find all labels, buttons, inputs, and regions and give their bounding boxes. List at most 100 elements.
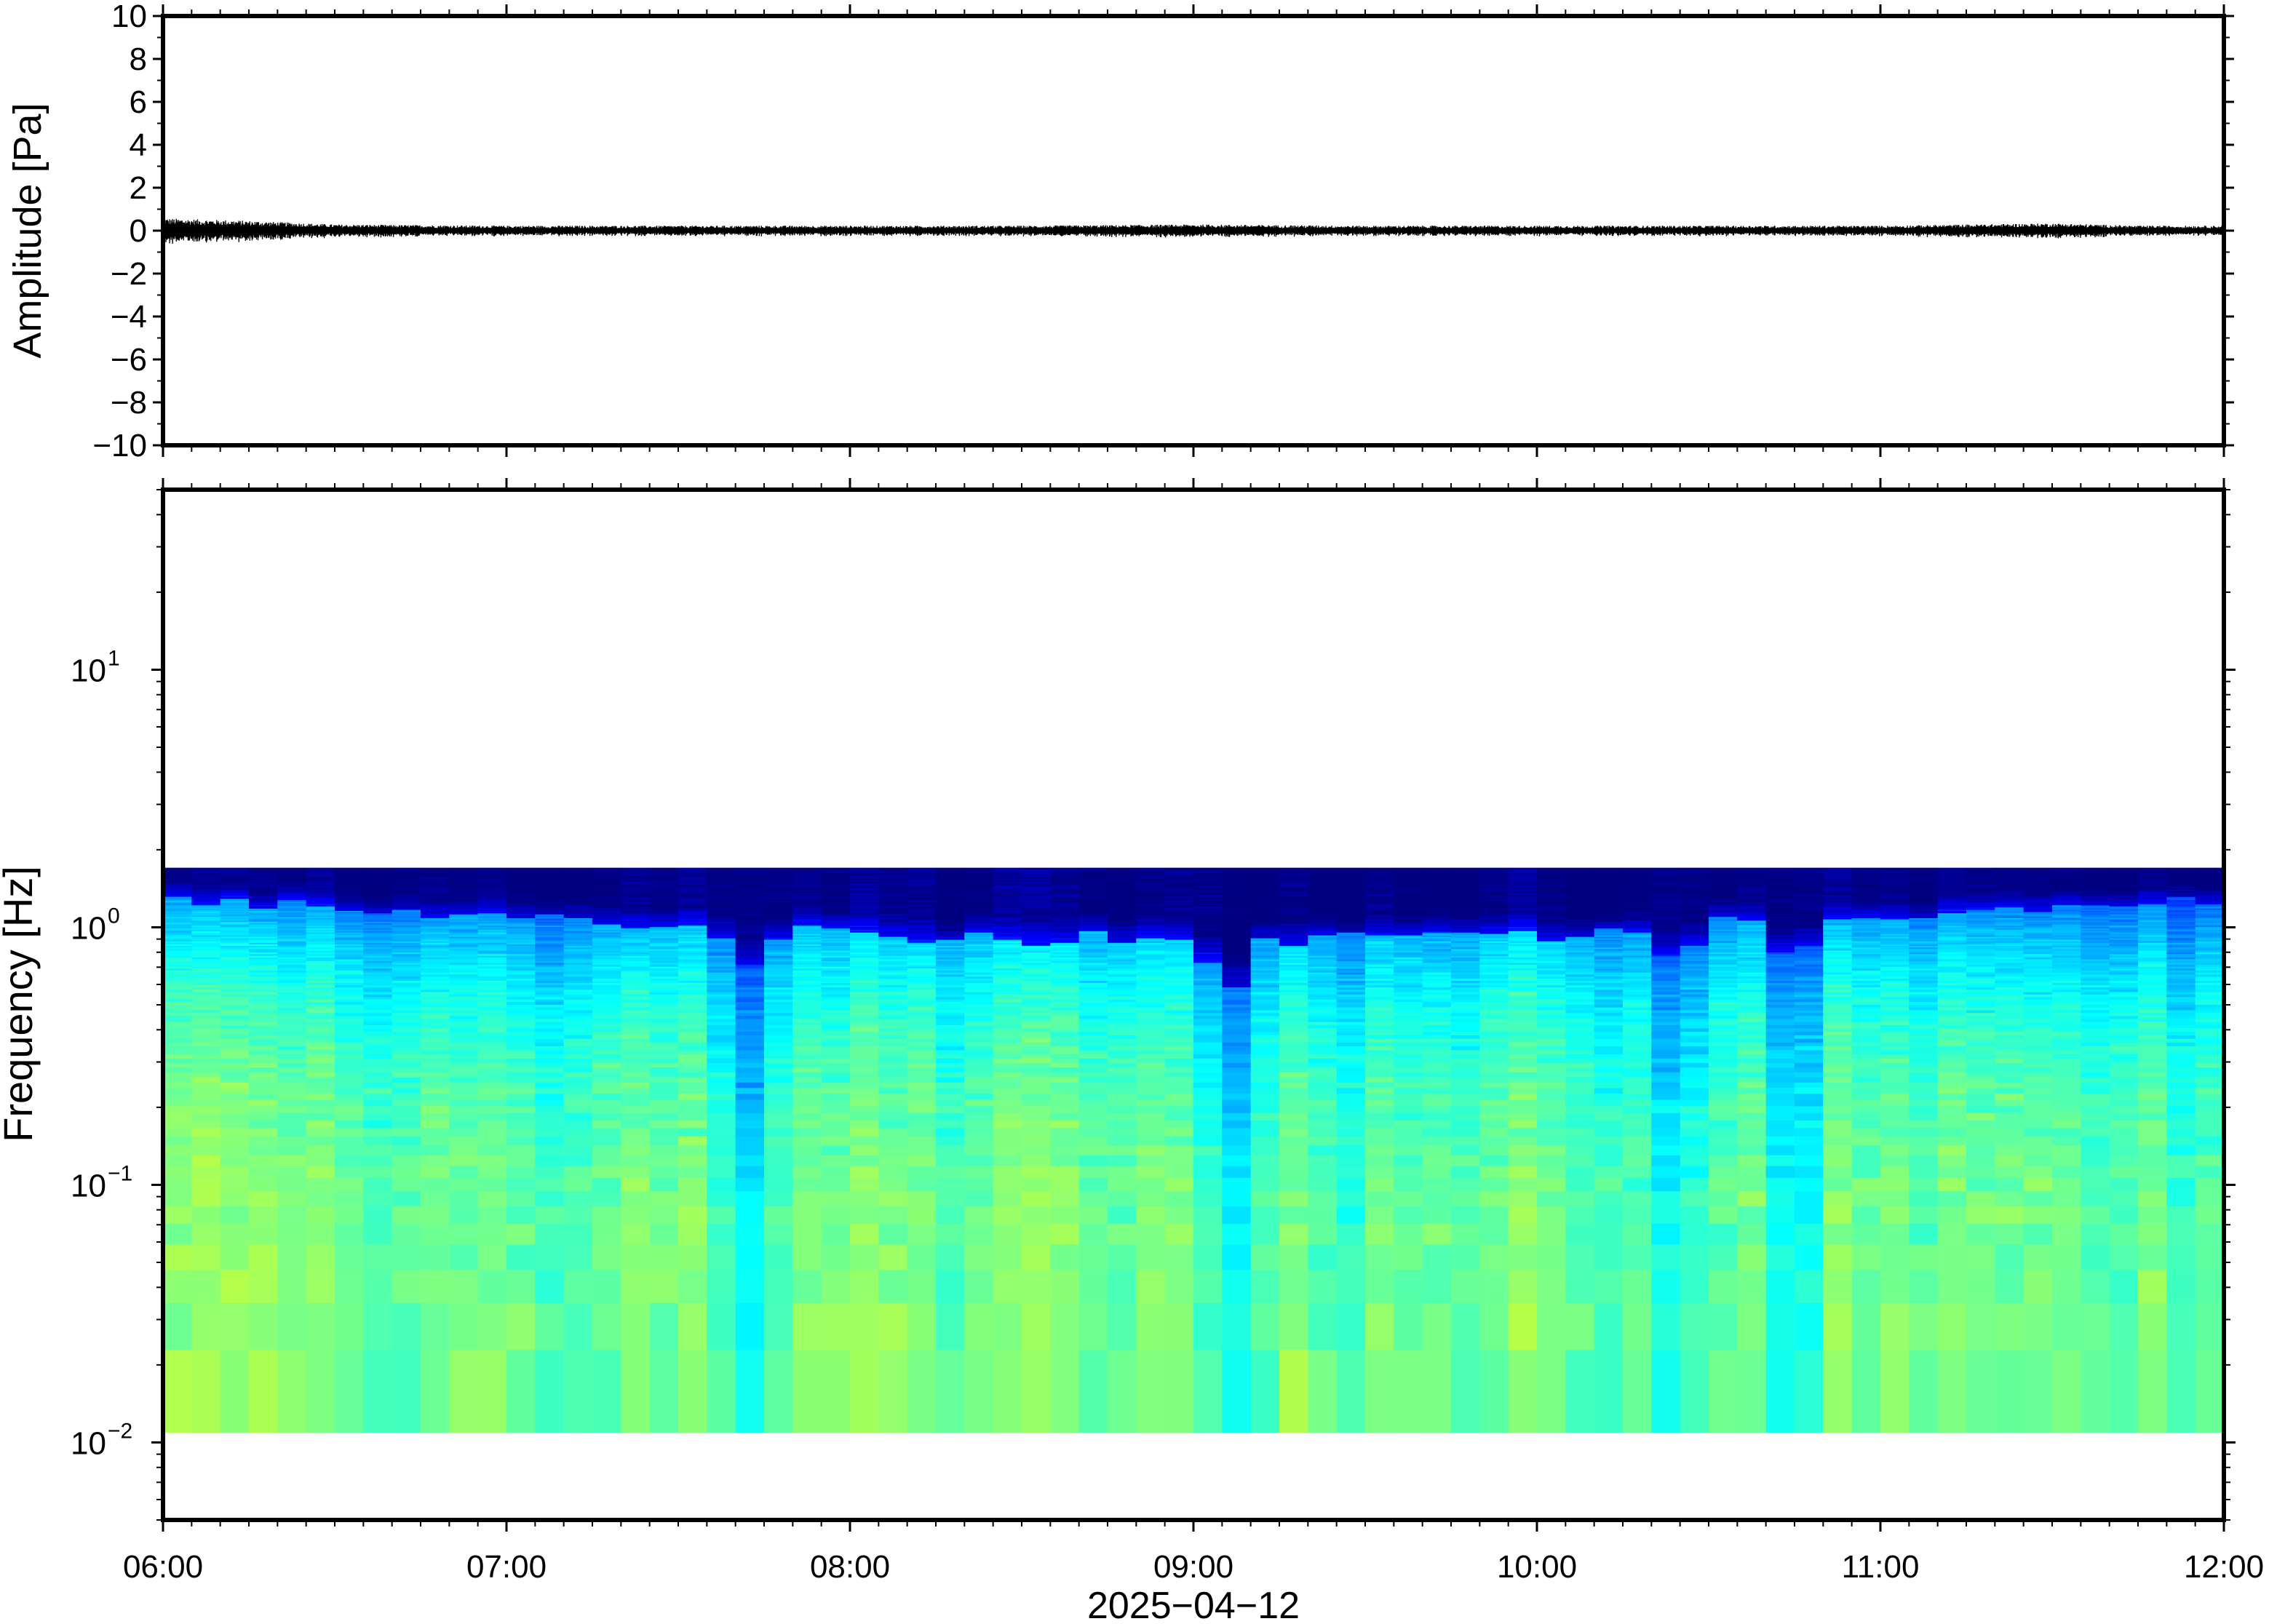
- spectrogram-cell: [621, 873, 651, 875]
- spectrogram-cell: [735, 1027, 765, 1032]
- spectrogram-cell: [363, 1062, 393, 1068]
- spectrogram-cell: [335, 984, 365, 988]
- spectrogram-cell: [421, 998, 450, 1003]
- spectrogram-cell: [249, 899, 279, 901]
- spectrogram-cell: [563, 1027, 593, 1032]
- spectrogram-cell: [678, 883, 708, 885]
- spectrogram-cell: [563, 944, 593, 947]
- spectrogram-cell: [163, 871, 193, 872]
- spectrogram-cell: [649, 1004, 679, 1008]
- spectrogram-cell: [335, 948, 365, 951]
- spectrogram-cell: [735, 1006, 765, 1011]
- spectrogram-cell: [449, 928, 479, 930]
- spectrogram-cell: [220, 948, 250, 951]
- spectrogram-cell: [421, 1076, 450, 1083]
- spectrogram-cell: [392, 901, 421, 904]
- spectrogram-cell: [163, 1058, 193, 1063]
- spectrogram-cell: [477, 980, 507, 983]
- spectrogram-cell: [592, 982, 622, 985]
- spectrogram-cell: [563, 996, 593, 1000]
- spectrogram-cell: [277, 944, 307, 947]
- spectrogram-cell: [277, 987, 307, 990]
- spectrogram-cell: [421, 888, 450, 891]
- spectrogram-cell: [421, 897, 450, 899]
- spectrogram-cell: [592, 900, 622, 902]
- spectrogram-cell: [563, 1190, 593, 1206]
- spectrogram-cell: [335, 1071, 365, 1078]
- spectrogram-cell: [592, 1062, 622, 1068]
- spectrogram-cell: [649, 888, 679, 891]
- spectrogram-cell: [563, 1076, 593, 1083]
- spectrogram-cell: [306, 931, 335, 933]
- spectrogram-cell: [249, 962, 279, 965]
- spectrogram-cell: [678, 966, 708, 969]
- spectrogram-cell: [363, 942, 393, 944]
- spectrogram-cell: [392, 1105, 421, 1113]
- spectrogram-cell: [335, 1087, 365, 1094]
- spectrogram-cell: [277, 872, 307, 873]
- spectrogram-cell: [363, 987, 393, 990]
- spectrogram-cell: [506, 869, 536, 872]
- spectrogram-cell: [335, 1009, 365, 1014]
- spectrogram-cell: [220, 1001, 250, 1005]
- spectrogram-cell: [421, 1067, 450, 1072]
- spectrogram-cell: [335, 923, 365, 926]
- spectrogram-cell: [363, 1021, 393, 1025]
- spectrogram-cell: [735, 1012, 765, 1016]
- spectrogram-cell: [592, 1012, 622, 1016]
- spectrogram-cell: [249, 1006, 279, 1011]
- spectrogram-cell: [449, 1035, 479, 1039]
- spectrogram-cell: [277, 971, 307, 975]
- waveform-y-tick-label: 6: [130, 84, 147, 120]
- spectrogram-cell: [621, 982, 651, 985]
- spectrogram-cell: [163, 996, 193, 1000]
- spectrogram-cell: [306, 900, 335, 902]
- spectrogram-cell: [678, 868, 708, 870]
- spectrogram-cell: [735, 929, 765, 931]
- spectrogram-cell: [477, 880, 507, 882]
- spectrogram-cell: [335, 1093, 365, 1100]
- spectrogram-cell: [249, 1062, 279, 1068]
- spectrogram-cell: [535, 868, 565, 870]
- spectrogram-cell: [535, 987, 565, 990]
- spectrogram-cell: [649, 953, 679, 956]
- spectrogram-cell: [592, 955, 622, 958]
- spectrogram-cell: [621, 957, 651, 960]
- spectrogram-cell: [477, 891, 507, 893]
- spectrogram-cell: [392, 878, 421, 880]
- spectrogram-cell: [306, 896, 335, 899]
- spectrogram-cell: [592, 991, 622, 995]
- spectrogram-cell: [392, 918, 421, 921]
- spectrogram-cell: [306, 894, 335, 896]
- spectrogram-cell: [277, 1004, 307, 1008]
- spectrogram-cell: [306, 923, 335, 926]
- spectrogram-cell: [563, 998, 593, 1003]
- spectrogram-cell: [592, 1269, 622, 1303]
- spectrogram-cell: [535, 1177, 565, 1192]
- spectrogram-cell: [592, 966, 622, 969]
- spectrogram-cell: [735, 953, 765, 956]
- spectrogram-cell: [535, 869, 565, 872]
- spectrogram-cell: [477, 933, 507, 936]
- spectrogram-cell: [477, 923, 507, 925]
- spectrogram-cell: [363, 1127, 393, 1137]
- spectrogram-cell: [449, 877, 479, 878]
- spectrogram-cell: [163, 931, 193, 934]
- spectrogram-cell: [335, 886, 365, 888]
- spectrogram-cell: [592, 1127, 622, 1137]
- spectrogram-cell: [477, 1001, 507, 1005]
- spectrogram-cell: [220, 984, 250, 988]
- spectrogram-cell: [421, 950, 450, 952]
- spectrogram-cell: [277, 908, 307, 910]
- spectrogram-cell: [191, 1155, 221, 1166]
- spectrogram-cell: [649, 1190, 679, 1206]
- spectrogram-cell: [306, 933, 335, 936]
- spectrogram-cell: [421, 918, 450, 921]
- spectrogram-cell: [506, 888, 536, 891]
- spectrogram-cell: [163, 1031, 193, 1035]
- spectrogram-cell: [535, 931, 565, 933]
- spectrogram-cell: [306, 1049, 335, 1054]
- spectrogram-cell: [678, 898, 708, 900]
- spectrogram-cell: [621, 991, 651, 995]
- spectrogram-cell: [563, 1127, 593, 1137]
